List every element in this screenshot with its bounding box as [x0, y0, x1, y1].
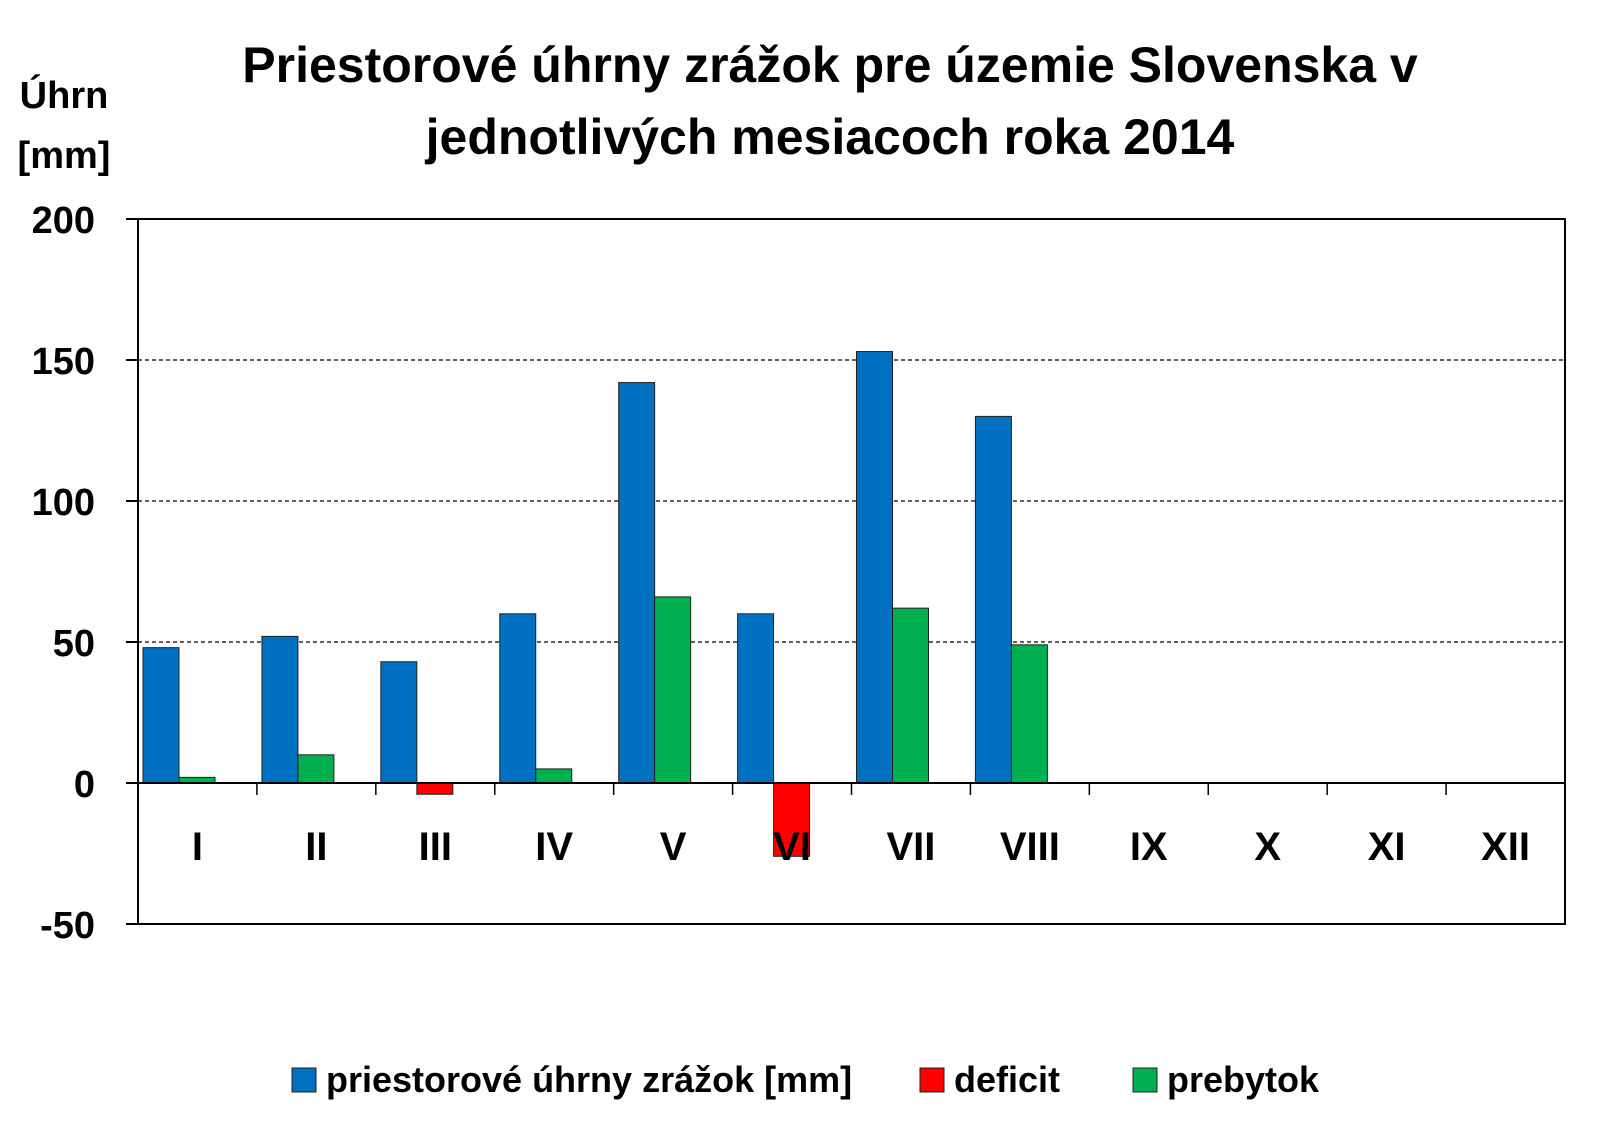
gridlines [138, 359, 1565, 643]
x-tick-label: III [419, 825, 452, 869]
legend-label: prebytok [1167, 1059, 1320, 1100]
x-tick-label: VIII [1000, 825, 1060, 869]
bars [142, 351, 1048, 857]
bar-precipitation [737, 613, 775, 784]
bar-precipitation [856, 351, 893, 784]
plot-frame [137, 218, 1566, 925]
bar-precipitation [974, 415, 1012, 784]
x-tick-label: V [660, 825, 687, 869]
y-tick-label: 150 [32, 341, 95, 383]
bar-surplus [892, 607, 929, 784]
bar-surplus [535, 768, 573, 784]
x-tick-label: XII [1481, 825, 1530, 869]
y-axis-title-line: [mm] [18, 135, 111, 177]
bar-surplus [654, 596, 692, 784]
x-tick-label: XI [1368, 825, 1406, 869]
legend-swatch [1132, 1067, 1158, 1093]
x-tick-label: VI [773, 825, 811, 869]
y-tick-label: -50 [40, 905, 95, 947]
x-tick-label: I [192, 825, 203, 869]
y-tick-labels: -50 0 50 100 150 200 [32, 200, 95, 947]
x-tick-label: VII [887, 825, 936, 869]
y-tick-label: 50 [53, 623, 95, 665]
legend-label: deficit [954, 1059, 1060, 1100]
x-tick-label: IX [1130, 825, 1168, 869]
chart-title: Priestorové úhrny zrážok pre územie Slov… [242, 37, 1418, 165]
chart-title-line: Priestorové úhrny zrážok pre územie Slov… [242, 37, 1418, 93]
x-tick-labels: I II III IV V VI VII VIII IX X XI XII [192, 825, 1530, 869]
chart-title-line: jednotlivých mesiacoch roka 2014 [425, 109, 1235, 165]
x-tick-label: X [1254, 825, 1281, 869]
bar-precipitation [618, 382, 656, 784]
x-tick-label: IV [535, 825, 573, 869]
y-tick-label: 0 [74, 764, 95, 806]
axes [126, 218, 1566, 925]
y-axis-title: Úhrn [mm] [18, 73, 111, 177]
legend-label: priestorové úhrny zrážok [mm] [326, 1059, 852, 1100]
y-axis-title-line: Úhrn [20, 73, 109, 117]
bar-deficit [773, 782, 811, 857]
bar-precipitation [499, 613, 537, 784]
bar-precipitation [261, 635, 299, 784]
bar-precipitation [142, 647, 180, 784]
bar-surplus [1010, 644, 1048, 784]
y-tick-label: 100 [32, 482, 95, 524]
bar-deficit [416, 782, 454, 795]
x-tick-label: II [305, 825, 327, 869]
bar-surplus [297, 754, 335, 784]
bar-precipitation [380, 661, 418, 784]
legend-swatch [291, 1067, 317, 1093]
y-tick-label: 200 [32, 200, 95, 242]
legend: priestorové úhrny zrážok [mm] deficit preb… [291, 1059, 1320, 1100]
legend-swatch [919, 1067, 945, 1093]
